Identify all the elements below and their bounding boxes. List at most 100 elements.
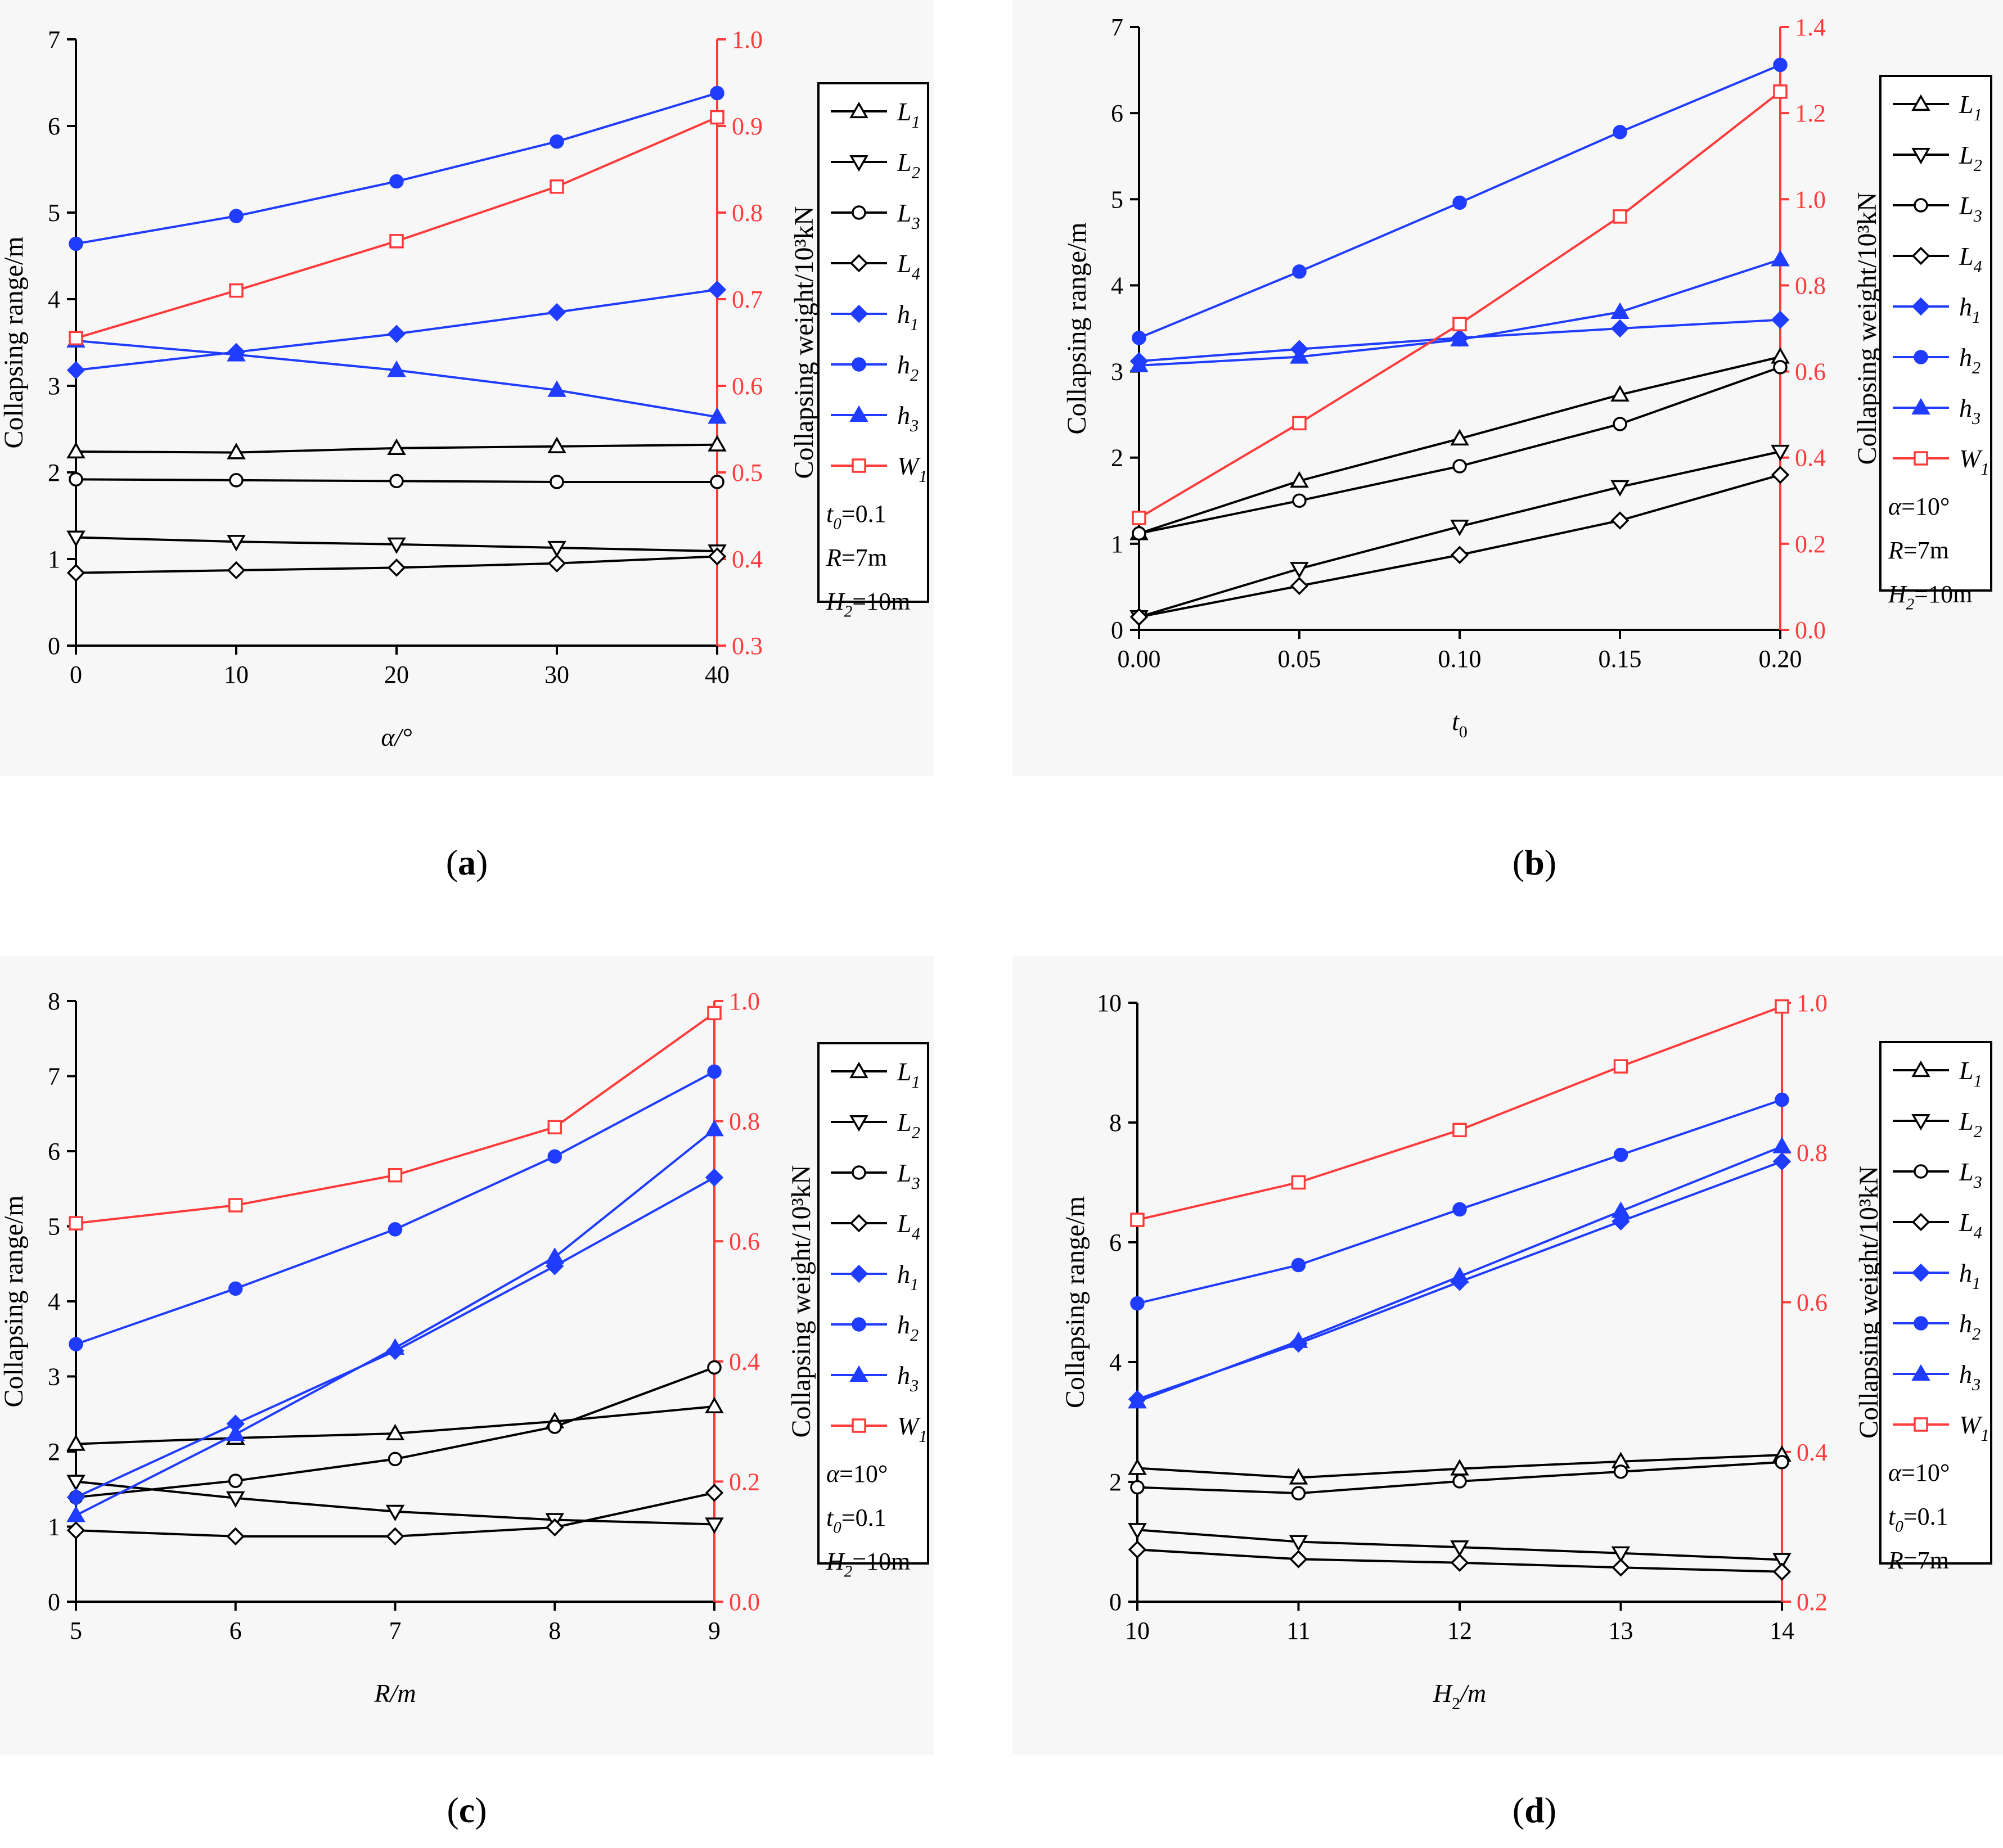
data-point-L2 [1450,520,1469,537]
parameter-text: t0=0.1 [826,500,886,533]
y2-tick-label: 0.2 [1795,530,1826,558]
y-tick-label: 4 [1111,272,1123,299]
data-point-W1 [389,234,404,249]
chart-panel-d: 0 2 4 6 8 10 0.2 0.4 0.6 0.8 1.0 10 11 12 13 14 H2/m Coll… [1012,956,2003,1830]
legend-label-W1: W1 [1959,444,1990,479]
legend-label-L1: L1 [1959,90,1982,124]
legend-label-h3: h3 [897,1361,919,1395]
legend-label-h1: h1 [1959,292,1981,327]
series-h3 [1129,250,1790,372]
data-point-L1 [1128,1458,1147,1475]
y2-tick-label: 0.0 [1795,616,1826,644]
legend-label-h2: h2 [897,350,919,385]
y-tick-label: 4 [48,286,60,313]
data-point-L2 [1771,444,1790,462]
x-tick-label: 7 [389,1617,402,1644]
chart-panel-c: 0 1 2 3 4 5 6 7 8 0.0 0.2 0.4 0.6 0.8 1.0 5 6 7 8 9 R/m Colla… [0,956,934,1830]
y2-axis-label: Collapsing weight/10³kN [786,1165,816,1437]
data-point-h1 [708,280,727,299]
series-h2 [1130,1092,1789,1311]
y-tick-label: 10 [1097,989,1122,1017]
legend-marker-h2 [1914,1316,1928,1331]
legend-marker-W1 [1914,451,1928,466]
legend-label-L2: L2 [1959,1107,1982,1141]
data-point-L4 [1129,607,1149,626]
y2-tick-label: 1.0 [732,26,763,53]
data-point-L3 [1291,1486,1306,1500]
y2-tick-label: 0.8 [1797,1139,1828,1166]
legend-label-L4: L4 [1959,242,1982,276]
legend-marker-h2 [852,1317,866,1332]
data-point-L2 [226,1491,245,1508]
legend-marker-L2 [849,1115,868,1132]
data-point-h3 [1772,1137,1792,1153]
data-point-W1 [707,1006,722,1021]
y2-axis-label: Collapsing weight/10³kN [1852,192,1882,465]
series-W1 [1132,84,1788,525]
parameter-text: t0=0.1 [1888,1503,1948,1535]
y-tick-label: 0 [48,632,60,660]
panel-label: (c) [447,1790,487,1830]
y2-axis-label: Collapsing weight/10³kN [1854,1166,1884,1439]
data-point-W1 [1613,1059,1628,1074]
series-W1 [69,1006,722,1231]
data-point-h1 [1772,1152,1792,1171]
y-tick-label: 7 [48,26,60,53]
data-point-h2 [69,236,83,251]
y-tick-label: 1 [1111,530,1123,558]
data-point-h3 [1771,250,1790,267]
series-W1 [1130,999,1789,1227]
x-tick-label: 0.05 [1278,645,1321,673]
y-tick-label: 1 [48,1513,60,1541]
y-tick-label: 0 [1111,616,1123,644]
data-point-L1 [66,441,85,459]
data-point-L2 [66,530,85,547]
y2-tick-label: 0.4 [1797,1439,1828,1466]
x-tick-label: 10 [1125,1617,1150,1644]
legend-label-L2: L2 [1959,141,1982,175]
data-point-W1 [1130,1213,1145,1227]
parameter-text: R=7m [1888,537,1949,564]
data-point-L3 [550,475,564,489]
x-axis-label: t0 [1452,707,1468,741]
data-point-L4 [1612,1558,1630,1577]
y-tick-label: 0 [48,1588,60,1616]
legend-label-L1: L1 [1959,1056,1982,1090]
y-axis-label: Collapsing range/m [1062,222,1092,434]
y-tick-label: 6 [1109,1229,1122,1256]
data-point-h3 [1450,1266,1469,1283]
data-point-W1 [1132,511,1146,525]
data-point-L2 [705,1517,724,1534]
data-point-L1 [66,1434,85,1451]
panel-background [0,956,934,1755]
y2-tick-label: 1.2 [1795,100,1826,127]
y-tick-label: 1 [48,546,60,573]
data-point-h1 [1771,310,1790,329]
data-point-L3 [710,475,724,489]
data-point-L2 [1290,562,1309,579]
y2-tick-label: 0.6 [1795,358,1826,386]
data-point-h2 [228,1281,243,1296]
legend-marker-L4 [1911,1213,1930,1232]
legend-marker-h3 [1911,1364,1930,1381]
series-L4 [66,1484,724,1546]
legend-label-W1: W1 [897,452,928,486]
series-h2 [1132,57,1788,345]
legend-marker-L1 [849,1061,868,1079]
series-L3 [69,472,724,489]
x-tick-label: 6 [229,1617,242,1644]
data-point-h3 [385,1338,405,1355]
legend-label-L2: L2 [897,1108,920,1142]
data-point-L4 [1450,546,1469,564]
legend-marker-L2 [849,155,868,172]
data-point-L3 [707,1360,722,1375]
data-point-L3 [229,473,244,488]
y2-tick-label: 0.5 [732,459,763,486]
data-point-L4 [705,1484,724,1502]
data-point-h2 [388,1222,403,1237]
legend-marker-L2 [1911,147,1930,165]
data-point-L1 [385,1423,405,1441]
y2-tick-label: 1.0 [1797,989,1828,1017]
legend-label-L2: L2 [897,148,920,182]
legend-marker-W1 [1914,1417,1928,1432]
